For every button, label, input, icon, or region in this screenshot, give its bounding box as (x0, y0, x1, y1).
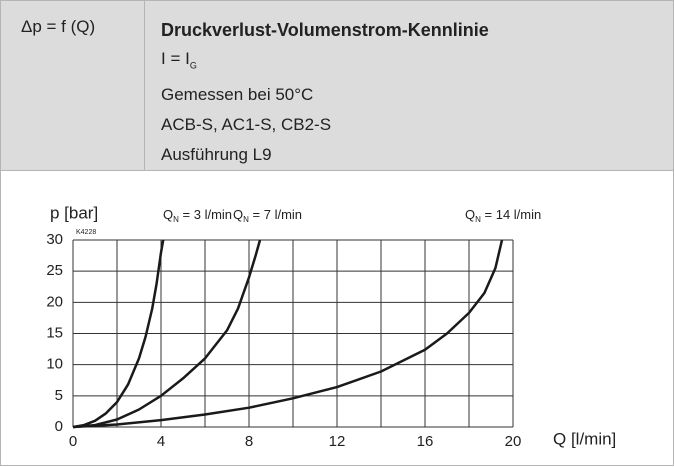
x-tick-label: 8 (245, 433, 253, 450)
label-sub: N (243, 215, 249, 224)
y-tick-label: 15 (46, 324, 63, 341)
label-rest: = 14 l/min (481, 207, 541, 222)
x-tick-label: 4 (157, 433, 165, 450)
curve (72, 239, 262, 429)
curve (72, 239, 504, 429)
y-tick-label: 20 (46, 293, 63, 310)
y-axis-label: p [bar] (50, 203, 98, 222)
series-label: QN = 7 l/min (233, 207, 302, 224)
condition: I = I (161, 49, 190, 68)
y-tick-label: 5 (55, 387, 63, 404)
curve (72, 239, 165, 429)
divider (144, 1, 145, 170)
y-tick-label: 0 (55, 418, 63, 435)
header-formula: Δp = f (Q) (21, 17, 96, 36)
header-title: Druckverlust-Volumenstrom-Kennlinie (161, 20, 489, 40)
x-tick-label: 12 (329, 433, 346, 450)
label-sub: N (173, 215, 179, 224)
label-main: Q (465, 207, 475, 222)
x-tick-label: 0 (69, 433, 77, 450)
y-tick-label: 25 (46, 262, 63, 279)
label-rest: = 7 l/min (249, 207, 302, 222)
x-tick-label: 20 (505, 433, 522, 450)
label-rest: = 3 l/min (179, 207, 232, 222)
header-line: ACB-S, AC1-S, CB2-S (161, 115, 332, 135)
series-label: QN = 14 l/min (465, 207, 541, 224)
condition-sub: G (189, 60, 197, 71)
label-main: Q (233, 207, 243, 222)
header-info: Druckverlust-Volumenstrom-Kennlinie I = … (161, 17, 489, 170)
header-line: Gemessen bei 50°C (161, 85, 314, 105)
x-axis-label: Q [l/min] (553, 429, 616, 448)
x-tick-label: 16 (417, 433, 434, 450)
header-line: Ausführung L9 (161, 145, 272, 165)
chart-code: K4228 (76, 229, 96, 236)
series-label: QN = 3 l/min (163, 207, 232, 224)
y-tick-label: 30 (46, 231, 63, 248)
label-main: Q (163, 207, 173, 222)
header: Δp = f (Q) Druckverlust-Volumenstrom-Ken… (0, 0, 674, 171)
y-tick-label: 10 (46, 356, 63, 373)
label-sub: N (475, 215, 481, 224)
